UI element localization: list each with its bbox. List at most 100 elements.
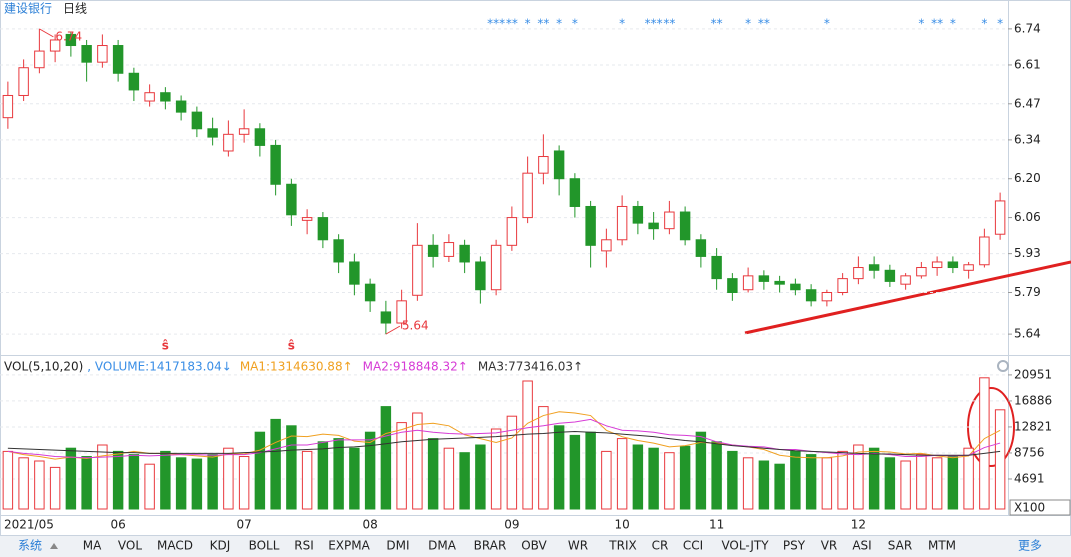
candle-body (459, 244, 470, 263)
ma-line (7, 418, 1001, 459)
volume-bar (97, 444, 108, 510)
indicator-tab[interactable]: MTM (928, 539, 956, 553)
indicator-tab[interactable]: EXPMA (328, 539, 370, 553)
candle-body (569, 178, 581, 207)
more-tab[interactable]: 更多 (1018, 539, 1042, 553)
y-tick-label: 6.34 (1014, 132, 1041, 146)
indicator-tab[interactable]: OBV (521, 539, 547, 553)
candle-body (711, 255, 722, 280)
volume-bar (65, 447, 77, 510)
candle-body (979, 236, 990, 266)
x-tick-label: 09 (504, 518, 519, 532)
volume-bar (34, 460, 45, 510)
indicator-tab[interactable]: TRIX (608, 539, 636, 553)
candle-body (270, 144, 281, 185)
indicator-tab[interactable]: MA (83, 539, 102, 553)
candle-body (97, 45, 108, 63)
candle-body (2, 94, 14, 119)
volume-bar (81, 456, 92, 510)
volume-bar (128, 454, 140, 510)
signal: * (525, 17, 531, 31)
candle-body (963, 264, 974, 271)
x-tick-label: 07 (236, 518, 251, 532)
marker: ŝ (288, 339, 295, 353)
volume-bar (49, 466, 61, 510)
indicator-tab[interactable]: ASI (852, 539, 871, 553)
candle-body (616, 205, 628, 241)
candle-body (758, 275, 770, 282)
candle-body (238, 128, 250, 135)
indicator-tab[interactable]: CR (652, 539, 669, 553)
settings-icon[interactable] (997, 360, 1009, 372)
indicator-tab[interactable]: RSI (294, 539, 314, 553)
volume-bar (317, 441, 329, 510)
indicator-tab[interactable]: DMA (428, 539, 457, 553)
candle-body (412, 244, 423, 296)
candle-body (884, 269, 896, 282)
indicator-tab[interactable]: DMI (386, 539, 409, 553)
volume-bar (853, 444, 864, 510)
volume-bar (112, 450, 124, 510)
signal: * (981, 17, 987, 31)
signal: * (745, 17, 751, 31)
indicator-tab[interactable]: BRAR (474, 539, 507, 553)
volume-bar (506, 415, 518, 510)
indicator-tab[interactable]: CCI (683, 539, 703, 553)
legend-entry: MA1:1314630.88↑ (240, 360, 353, 374)
unit-label: X100 (1014, 501, 1045, 515)
candle-body (868, 264, 880, 271)
indicator-tab[interactable]: VR (821, 539, 838, 553)
signal: *** (645, 17, 663, 31)
candle-body (443, 242, 455, 257)
volume-bar (900, 460, 911, 510)
max-label: 6.74 (55, 29, 82, 43)
y-tick-label: 12821 (1014, 419, 1052, 433)
volume-bar (963, 447, 974, 510)
candle-body (65, 33, 77, 47)
indicator-tab[interactable]: MACD (157, 539, 193, 553)
indicator-tab[interactable]: SAR (888, 539, 912, 553)
indicator-tab[interactable]: VOL-JTY (721, 539, 769, 553)
volume-bar (916, 454, 927, 510)
volume-bar (443, 447, 455, 510)
candle-body (18, 67, 29, 96)
system-tab[interactable]: 系统 (18, 539, 42, 553)
volume-bar (412, 412, 423, 510)
candle-body (49, 39, 61, 52)
candle-body (286, 183, 297, 216)
indicator-tab[interactable]: VOL (118, 539, 142, 553)
candle-body (81, 45, 92, 63)
volume-bar (553, 425, 565, 510)
volume-bar (711, 441, 722, 510)
candle-body (175, 100, 187, 113)
volume-bar (286, 425, 297, 510)
candle-body (853, 267, 864, 280)
volume-bar (349, 447, 360, 510)
candle-body (790, 283, 801, 291)
indicator-tab[interactable]: BOLL (249, 539, 280, 553)
indicator-tab[interactable]: KDJ (210, 539, 231, 553)
volume-bar (994, 409, 1006, 510)
candle-body (821, 292, 833, 302)
candle-body (364, 283, 376, 302)
indicator-tab[interactable]: WR (568, 539, 588, 553)
indicator-tab[interactable]: PSY (783, 539, 806, 553)
ma-line (7, 431, 1001, 456)
signal: ** (663, 17, 675, 31)
x-tick-label: 08 (362, 518, 377, 532)
signal: ** (758, 17, 770, 31)
volume-bar (396, 422, 407, 510)
signal: ** (506, 17, 518, 31)
signal: * (918, 17, 924, 31)
y-tick-label: 6.74 (1014, 21, 1041, 35)
period[interactable]: 日线 (63, 2, 87, 16)
candle-body (601, 239, 612, 252)
y-tick-label: 5.79 (1014, 285, 1041, 299)
volume-bar (931, 457, 943, 510)
candle-body (380, 311, 392, 324)
min-label: 5.64 (402, 319, 429, 333)
candle-body (553, 150, 565, 180)
stock-name[interactable]: 建设银行 (4, 2, 52, 16)
